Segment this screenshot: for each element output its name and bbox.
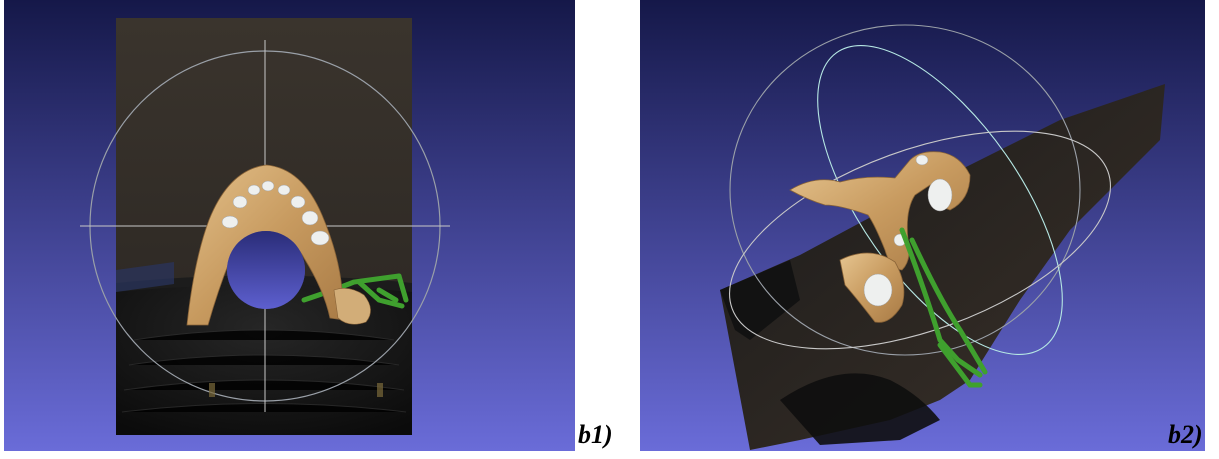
teeth [221, 180, 330, 246]
backdrop-sheet [720, 84, 1165, 450]
scene-b1 [4, 0, 575, 451]
green-support [899, 227, 988, 388]
caption-b2: b2) [1168, 420, 1203, 449]
teeth [863, 154, 953, 307]
viewport-b1[interactable] [4, 0, 575, 451]
trackball-ring-outer [729, 24, 1081, 356]
trackball-ring-x [817, 45, 1063, 355]
mandible [789, 151, 971, 271]
caption-b1: b1) [578, 420, 613, 449]
scene-b2 [640, 0, 1205, 451]
trackball-ring-y [729, 130, 1111, 350]
viewport-b2[interactable] [640, 0, 1205, 451]
